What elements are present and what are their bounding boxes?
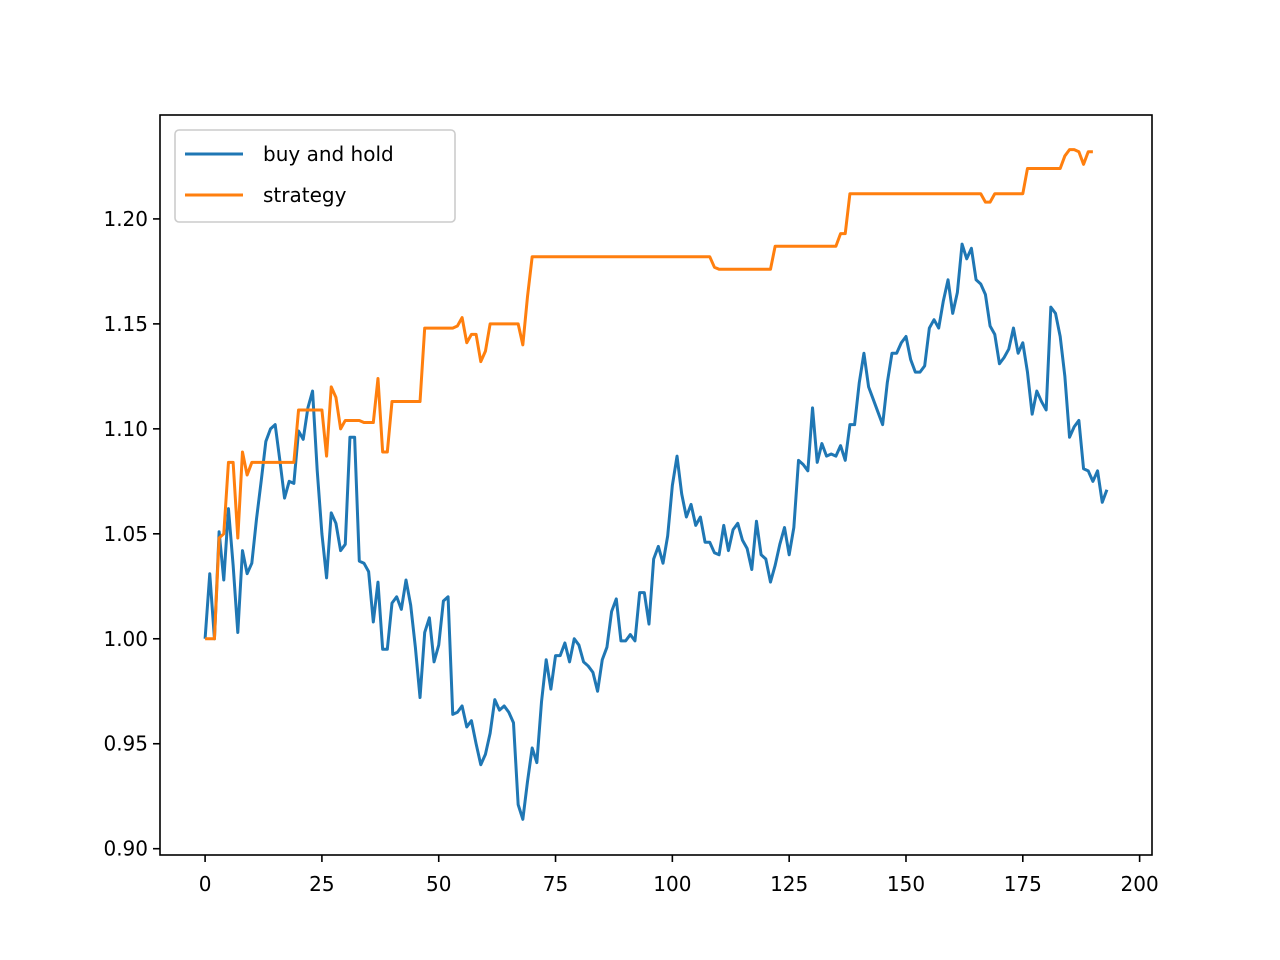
plot-frame: [159, 114, 1153, 856]
x-tick-label: 150: [887, 872, 925, 896]
y-tick-label: 0.90: [103, 837, 148, 861]
legend-label: buy and hold: [263, 142, 394, 166]
x-tick-label: 125: [770, 872, 808, 896]
x-tick-label: 75: [543, 872, 568, 896]
x-tick-label: 100: [653, 872, 691, 896]
y-tick-label: 1.00: [103, 627, 148, 651]
legend-box: [174, 129, 456, 223]
y-tick-label: 1.20: [103, 207, 148, 231]
x-tick-label: 50: [426, 872, 451, 896]
y-tick-label: 1.15: [103, 312, 148, 336]
legend-label: strategy: [263, 183, 347, 207]
x-tick-label: 0: [199, 872, 212, 896]
y-tick-label: 0.95: [103, 732, 148, 756]
y-tick-label: 1.05: [103, 522, 148, 546]
y-tick-label: 1.10: [103, 417, 148, 441]
x-tick-label: 175: [1004, 872, 1042, 896]
x-tick-label: 25: [309, 872, 334, 896]
series-line: [203, 242, 1109, 821]
series-line: [205, 148, 1093, 641]
x-tick-label: 200: [1121, 872, 1159, 896]
